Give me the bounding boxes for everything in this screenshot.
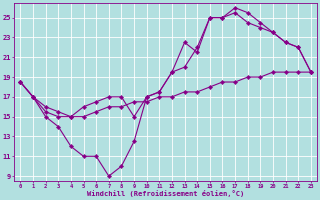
X-axis label: Windchill (Refroidissement éolien,°C): Windchill (Refroidissement éolien,°C): [87, 190, 244, 197]
